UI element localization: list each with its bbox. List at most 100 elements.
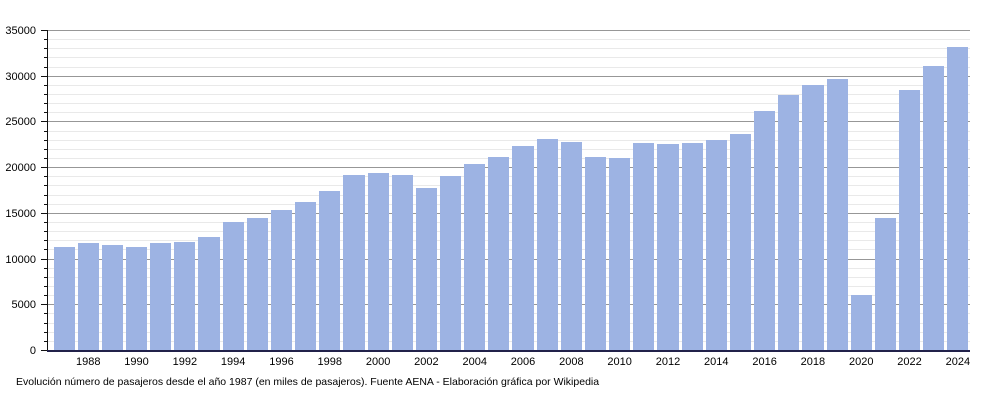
bar-1990 — [125, 247, 148, 351]
bar-2017 — [778, 95, 800, 351]
x-axis-tick-label: 2014 — [704, 356, 729, 368]
bar-2023 — [923, 66, 945, 351]
bar-slot: 2002 — [414, 31, 439, 368]
y-axis-tick — [41, 167, 48, 169]
major-gridline — [48, 121, 970, 123]
bar-slot — [873, 31, 897, 351]
minor-gridline — [48, 39, 970, 41]
bar-slot — [390, 31, 414, 351]
y-axis-tick — [44, 231, 48, 233]
bar-1999 — [343, 175, 365, 351]
bar-2018 — [802, 85, 824, 351]
x-axis-tick-label: 1988 — [75, 356, 101, 368]
bar-slot: 2012 — [656, 31, 680, 368]
bar-1994 — [222, 221, 244, 351]
major-gridline — [48, 75, 970, 77]
bar-slot: 1994 — [221, 31, 245, 368]
bar-slot — [52, 31, 76, 351]
bar-slot: 2024 — [946, 31, 970, 368]
y-axis-tick-label: 35000 — [5, 25, 36, 37]
bar-slot: 2000 — [366, 31, 390, 368]
bar-slot — [632, 31, 656, 351]
y-axis-line — [47, 31, 48, 351]
y-axis-tick — [44, 313, 48, 315]
y-axis-tick — [44, 48, 48, 50]
bar-2020 — [850, 295, 872, 351]
y-axis-tick — [44, 158, 48, 159]
y-axis-tick — [44, 103, 48, 105]
bar-slot — [342, 31, 366, 351]
x-axis-tick-label: 1994 — [220, 356, 246, 368]
y-axis-tick-label: 30000 — [5, 70, 36, 83]
bar-2014 — [705, 139, 727, 351]
bar-slot: 2010 — [607, 31, 632, 368]
bar-2011 — [633, 143, 655, 351]
bar-slot — [100, 31, 124, 351]
bar-slot: 1988 — [76, 31, 100, 368]
bar-2019 — [826, 79, 848, 351]
bar-slot: 1992 — [173, 31, 197, 368]
bar-2000 — [367, 173, 389, 351]
bar-slot: 2014 — [704, 31, 729, 368]
minor-gridline — [48, 148, 970, 150]
y-axis-tick — [44, 276, 48, 278]
bar-2016 — [754, 110, 776, 351]
y-axis-tick — [44, 331, 48, 333]
y-axis-tick — [44, 322, 48, 324]
bar-slot — [777, 31, 801, 351]
y-axis-tick — [44, 194, 48, 196]
minor-gridline — [48, 94, 970, 95]
bar-1998 — [319, 191, 341, 351]
bar-2024 — [947, 46, 969, 351]
bar-slot — [294, 31, 318, 351]
bar-slot — [728, 31, 752, 351]
x-axis-tick-label: 2018 — [800, 356, 826, 368]
y-axis-tick — [44, 57, 48, 59]
y-axis-tick — [44, 295, 48, 297]
y-axis-tick — [44, 222, 48, 223]
bar-slot: 2018 — [801, 31, 825, 368]
bar-2012 — [657, 143, 679, 351]
y-axis-tick-label: 5000 — [11, 299, 36, 312]
y-axis-tick — [44, 176, 48, 178]
minor-gridline — [48, 66, 970, 68]
bar-1987 — [53, 247, 75, 351]
y-axis-tick — [44, 240, 48, 242]
bar-slot — [487, 31, 511, 351]
y-axis-tick-label: 10000 — [5, 253, 36, 266]
minor-gridline — [48, 139, 970, 141]
bar-2003 — [440, 175, 462, 351]
x-axis-tick-label: 2004 — [462, 356, 487, 368]
x-axis-tick-label: 1998 — [317, 356, 343, 368]
y-axis-tick-label: 15000 — [5, 207, 36, 220]
bar-1991 — [150, 242, 172, 351]
y-axis-tick — [44, 139, 48, 141]
minor-gridline — [48, 48, 970, 50]
y-axis-tick — [41, 212, 48, 214]
y-axis-tick — [44, 94, 48, 95]
x-axis-tick-label: 2006 — [510, 356, 536, 368]
chart-caption: Evolución número de pasajeros desde el a… — [16, 376, 600, 388]
y-axis-tick — [41, 30, 48, 31]
bar-slot — [245, 31, 269, 351]
bar-slot — [825, 31, 849, 351]
bar-1995 — [246, 217, 268, 351]
x-axis-tick-label: 2012 — [655, 356, 681, 368]
bar-1996 — [270, 210, 293, 351]
y-axis-tick — [41, 258, 48, 260]
y-axis-tick — [44, 286, 48, 287]
y-axis-tick — [44, 39, 48, 41]
y-axis-tick — [41, 75, 48, 77]
y-axis-tick — [44, 267, 48, 269]
bar-2006 — [512, 146, 534, 351]
bar-slot: 1996 — [269, 31, 294, 368]
x-axis-tick-label: 1990 — [124, 356, 149, 368]
x-axis-tick-label: 2000 — [365, 356, 391, 368]
y-axis-tick — [41, 304, 48, 306]
bar-1988 — [77, 243, 99, 351]
bar-slot: 2020 — [849, 31, 873, 368]
bars-layer: 1988 1990 1992 1994 1996 1998 2000 2002 2004 2006… — [48, 31, 970, 368]
bar-2008 — [560, 142, 582, 351]
y-axis-tick — [41, 350, 48, 351]
minor-gridline — [48, 130, 970, 132]
